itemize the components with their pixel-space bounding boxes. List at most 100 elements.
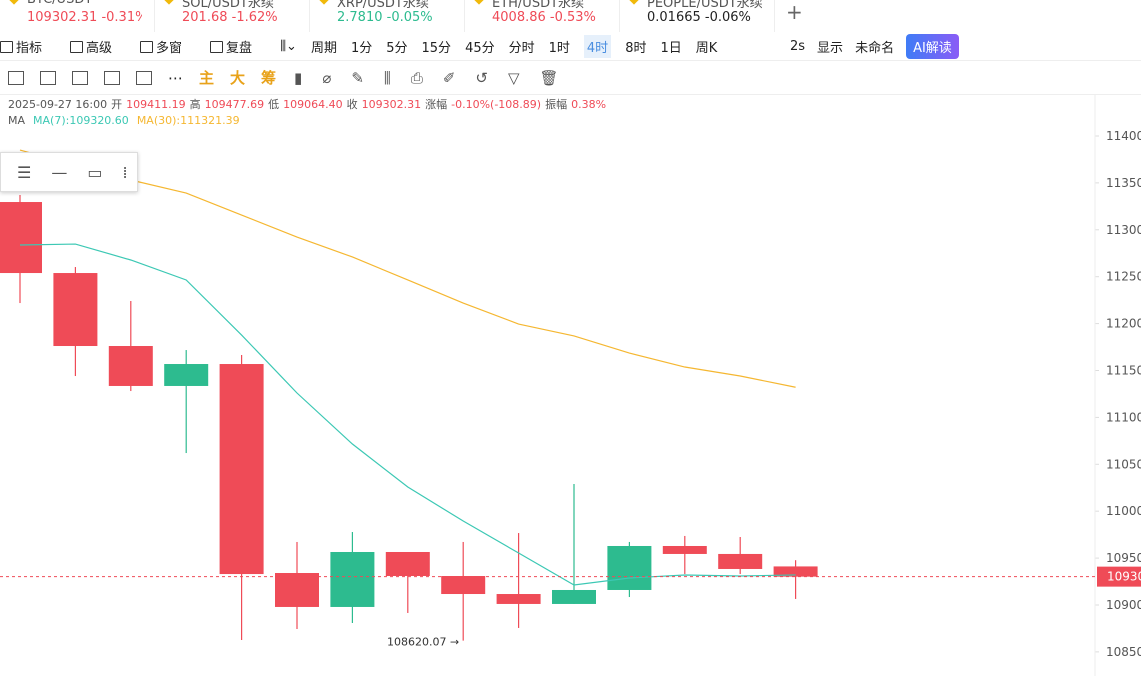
- ticker-price: 201.68: [182, 10, 228, 25]
- tool-button[interactable]: 复盘: [210, 37, 266, 56]
- ma-line: [19, 149, 796, 388]
- tool-button[interactable]: 多窗: [140, 37, 196, 56]
- period-button[interactable]: 4时: [583, 34, 612, 58]
- ticker-icon: [473, 0, 485, 5]
- ticker-icon: [628, 0, 640, 5]
- period-button[interactable]: 8时: [625, 40, 647, 56]
- tool-label: 多窗: [156, 40, 183, 56]
- info-label: 高: [189, 98, 201, 111]
- candle-info: 2025-09-27 16:00 开 109411.19 高 109477.69 低 109…: [8, 96, 610, 112]
- candle-body: [441, 576, 486, 595]
- candle-body: [607, 545, 652, 590]
- drawing-icon[interactable]: ✐: [442, 68, 456, 87]
- ticker-symbol: XRP/USDT永续: [337, 0, 429, 11]
- drawing-icon[interactable]: 🗑: [539, 68, 559, 87]
- candle-body: [773, 566, 818, 577]
- period-button[interactable]: 5分: [386, 40, 408, 56]
- ticker-change: -1.62%: [231, 10, 278, 25]
- drawing-icon[interactable]: ✎: [351, 68, 364, 87]
- info-label: 振幅: [545, 98, 568, 111]
- ticker-quote: 109302.31 -0.31%: [27, 10, 142, 25]
- info-value: 109477.69: [204, 98, 265, 111]
- ticker-change: -0.05%: [386, 10, 433, 25]
- ticker-quote: 2.7810 -0.05%: [337, 10, 452, 25]
- candle-body: [330, 551, 375, 607]
- y-tick-label: 110000: [1106, 504, 1141, 518]
- right-button[interactable]: 显示: [817, 40, 844, 56]
- floating-tools: ☰ — ▭ ⁞: [0, 152, 138, 192]
- drawing-icon[interactable]: ⎙: [410, 68, 423, 87]
- ticker-change: -0.31%: [101, 10, 142, 25]
- candle-body: [385, 551, 430, 577]
- ticker[interactable]: PEOPLE/USDT永续 0.01665 -0.06%: [620, 0, 775, 32]
- info-value: 109064.40: [283, 98, 343, 111]
- ticker-symbol: PEOPLE/USDT永续: [647, 0, 763, 11]
- drawing-icon[interactable]: ▮: [294, 68, 303, 87]
- ticker-symbol: ETH/USDT永续: [492, 0, 585, 11]
- ticker-icon: [318, 0, 330, 5]
- tool-button[interactable]: 指标: [0, 37, 56, 56]
- ticker[interactable]: SOL/USDT永续 201.68 -1.62%: [155, 0, 310, 32]
- info-label: 收: [346, 98, 358, 111]
- ticker-price: 4008.86: [492, 10, 546, 25]
- tool-label: 指标: [16, 40, 43, 56]
- period-button[interactable]: 15分: [421, 40, 452, 56]
- price-tag-label: 109302.31: [1107, 570, 1141, 584]
- indicator-name: MA: [8, 114, 26, 127]
- y-tick-label: 113000: [1106, 223, 1141, 237]
- right-button[interactable]: AI解读: [906, 33, 959, 59]
- drawing-icon[interactable]: ⌀: [322, 68, 332, 87]
- candle-body: [164, 364, 209, 386]
- chart-type[interactable]: ⫼⌄: [280, 38, 297, 54]
- candle-body: [718, 553, 763, 569]
- tool-label: 高级: [86, 40, 113, 56]
- y-tick-label: 112000: [1106, 317, 1141, 331]
- right-button[interactable]: 2s: [790, 38, 806, 54]
- drawing-tool[interactable]: 大: [230, 69, 246, 87]
- ticker-bar: BTC/USDT 109302.31 -0.31% SOL/USDT永续201.68…: [0, 0, 1141, 33]
- ticker-quote: 201.68 -1.62%: [182, 10, 297, 25]
- drawing-icon[interactable]: ↺: [475, 68, 488, 87]
- period-button[interactable]: 1时: [548, 40, 570, 56]
- ticker[interactable]: XRP/USDT永续 2.7810 -0.05%: [310, 0, 465, 32]
- tool-button[interactable]: 高级: [70, 37, 126, 56]
- period-button[interactable]: 周K: [695, 40, 718, 56]
- y-tick-label: 111500: [1106, 363, 1141, 377]
- period-button[interactable]: 45分: [465, 40, 495, 56]
- ticker-price: 109302.31: [27, 10, 98, 25]
- chart: 108500 109000 109500 110000 110500 111000 1115…: [0, 95, 1141, 676]
- period-menu[interactable]: 周期: [310, 40, 337, 56]
- candle-body: [108, 346, 153, 386]
- ticker-price: 0.01665: [647, 10, 701, 25]
- ma-legend: MA MA(7):109320.60 MA(30):111321.39: [8, 114, 248, 127]
- ticker[interactable]: BTC/USDT 109302.31 -0.31%: [0, 0, 155, 32]
- ticker-symbol: SOL/USDT永续: [182, 0, 274, 11]
- drawing-tool[interactable]: 主: [199, 69, 215, 87]
- ticker-quote: 4008.86 -0.53%: [492, 10, 607, 25]
- candle-body: [0, 202, 42, 274]
- legend-entry: MA(30):111321.39: [136, 114, 240, 127]
- legend-entry: MA(7):109320.60: [33, 114, 129, 127]
- period-button[interactable]: 分时: [508, 40, 535, 56]
- drawing-tool[interactable]: 筹: [261, 69, 277, 87]
- drawing-toolbar: ⋯ 主大筹 ▮ ⌀ ✎ ⫼ ⎙ ✐ ↺ ▽ 🗑: [0, 60, 1141, 95]
- ma-line: [19, 243, 796, 586]
- candle-body: [662, 545, 707, 554]
- info-label: 涨幅: [425, 98, 448, 111]
- ticker[interactable]: ETH/USDT永续 4008.86 -0.53%: [465, 0, 620, 32]
- toolbar-right: 2s 显示 未命名 AI解读: [790, 32, 971, 60]
- ticker-change: -0.53%: [549, 10, 596, 25]
- candle-body: [496, 594, 541, 604]
- y-tick-label: 112500: [1106, 270, 1141, 284]
- drawing-icon[interactable]: ⫼: [383, 68, 391, 87]
- period-button[interactable]: 1日: [660, 40, 682, 56]
- period-button[interactable]: 1分: [350, 40, 373, 56]
- info-value: 0.38%: [571, 98, 607, 111]
- add-tab[interactable]: +: [786, 0, 803, 24]
- ticker-icon: [8, 0, 20, 5]
- tool-label: 复盘: [226, 40, 253, 56]
- drawing-icon[interactable]: ▽: [508, 68, 520, 87]
- ticker-change: -0.06%: [704, 10, 751, 25]
- right-button[interactable]: 未命名: [855, 40, 895, 56]
